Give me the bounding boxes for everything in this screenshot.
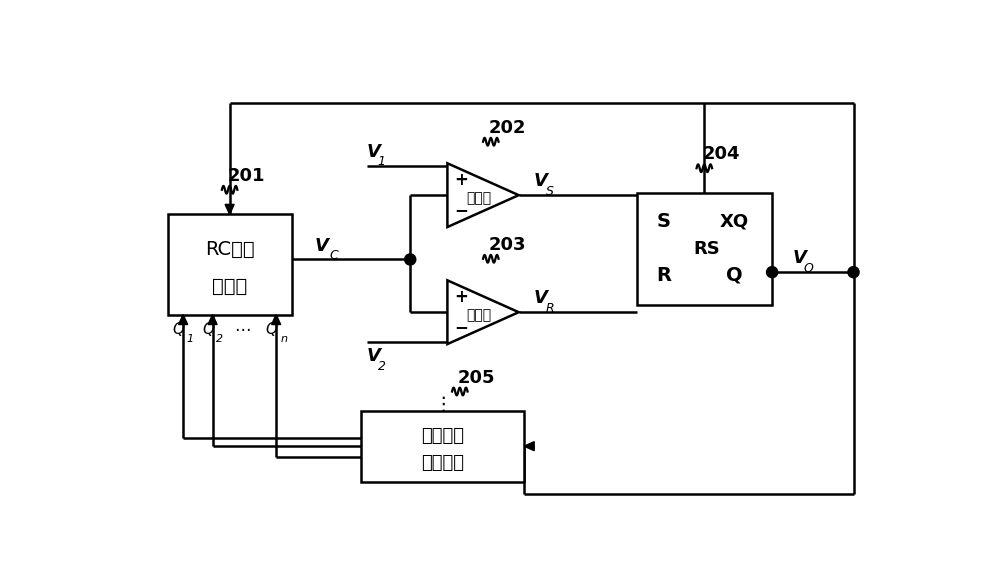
Text: +: + (454, 288, 468, 306)
Text: S: S (657, 212, 671, 231)
Text: Q: Q (265, 323, 277, 338)
Text: 比较器: 比较器 (467, 191, 492, 205)
Text: 1: 1 (187, 334, 194, 344)
Text: 203: 203 (489, 236, 527, 254)
Text: 2: 2 (216, 334, 223, 344)
Polygon shape (179, 315, 188, 324)
Text: 201: 201 (228, 167, 265, 185)
Text: V: V (314, 236, 328, 255)
Text: R: R (545, 302, 554, 315)
Text: V: V (367, 143, 381, 161)
Text: 频率抖动: 频率抖动 (421, 427, 464, 445)
Text: 2: 2 (378, 360, 386, 373)
Text: n: n (280, 334, 287, 344)
Text: XQ: XQ (720, 213, 749, 231)
Text: RC充放: RC充放 (205, 240, 254, 259)
Text: 1: 1 (378, 156, 386, 169)
Text: 电网络: 电网络 (212, 277, 247, 296)
Text: RS: RS (694, 240, 720, 258)
Text: V: V (367, 347, 381, 365)
Text: R: R (656, 266, 671, 285)
Text: ⋯: ⋯ (234, 321, 250, 339)
Text: −: − (454, 201, 468, 219)
Text: O: O (804, 262, 813, 275)
Text: C: C (329, 249, 338, 262)
Polygon shape (208, 315, 217, 324)
Text: 202: 202 (489, 119, 527, 137)
Text: 控制模块: 控制模块 (421, 454, 464, 472)
Text: V: V (533, 289, 547, 307)
Polygon shape (225, 204, 234, 215)
Polygon shape (524, 441, 534, 451)
Text: Q: Q (726, 266, 742, 285)
Text: S: S (546, 185, 554, 198)
Circle shape (848, 266, 859, 278)
Text: −: − (454, 319, 468, 336)
FancyBboxPatch shape (168, 215, 292, 315)
Text: 205: 205 (458, 369, 496, 387)
Text: V: V (533, 172, 547, 191)
Text: V: V (792, 249, 806, 267)
Text: Q: Q (202, 323, 214, 338)
Text: 比较器: 比较器 (467, 308, 492, 322)
FancyBboxPatch shape (361, 411, 524, 482)
Text: ⋮: ⋮ (433, 395, 452, 414)
FancyBboxPatch shape (637, 193, 772, 304)
Circle shape (767, 266, 778, 278)
Text: 204: 204 (703, 145, 740, 164)
Polygon shape (272, 315, 281, 324)
Text: +: + (454, 171, 468, 189)
Text: Q: Q (172, 323, 184, 338)
Circle shape (405, 254, 416, 265)
